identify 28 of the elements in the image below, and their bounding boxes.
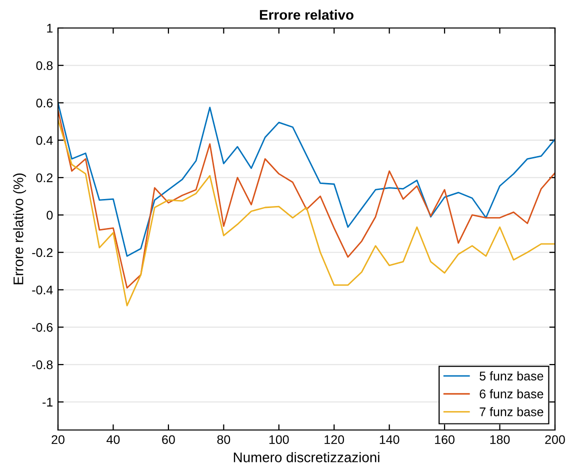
- y-tick-label: -0.2: [32, 248, 53, 258]
- x-axis-title: Numero discretizzazioni: [234, 452, 380, 462]
- legend-label: 7 funz base: [480, 407, 544, 416]
- y-tick-label: 0.8: [36, 61, 53, 70]
- y-tick-label: 0: [46, 210, 53, 220]
- x-tick-label: 180: [490, 435, 510, 444]
- x-tick-label: 120: [324, 435, 344, 444]
- x-tick-label: 20: [52, 435, 64, 444]
- y-tick-label: 0.2: [36, 173, 53, 182]
- y-tick-label: 0.6: [36, 98, 53, 108]
- x-tick-label: 140: [380, 435, 400, 444]
- legend-label: 6 funz base: [480, 389, 544, 398]
- x-tick-label: 40: [106, 435, 120, 444]
- x-tick-label: 160: [435, 435, 454, 444]
- line-series: [58, 102, 555, 257]
- x-tick-label: 80: [217, 435, 230, 444]
- y-tick-label: 1: [47, 24, 53, 33]
- x-tick-label: 200: [545, 435, 565, 444]
- y-tick-label: 0.4: [36, 136, 53, 145]
- y-tick-label: -1: [42, 398, 53, 406]
- y-tick-label: -0.6: [32, 322, 53, 332]
- x-tick-label: 60: [162, 435, 175, 444]
- y-tick-label: -0.8: [32, 360, 53, 370]
- x-tick-label: 100: [269, 435, 289, 444]
- legend-label: 5 funz base: [480, 371, 544, 380]
- y-axis-title: Errore relativo (%): [13, 174, 26, 284]
- y-tick-label: -0.4: [32, 286, 53, 294]
- chart-title: Errore relativo: [260, 10, 354, 20]
